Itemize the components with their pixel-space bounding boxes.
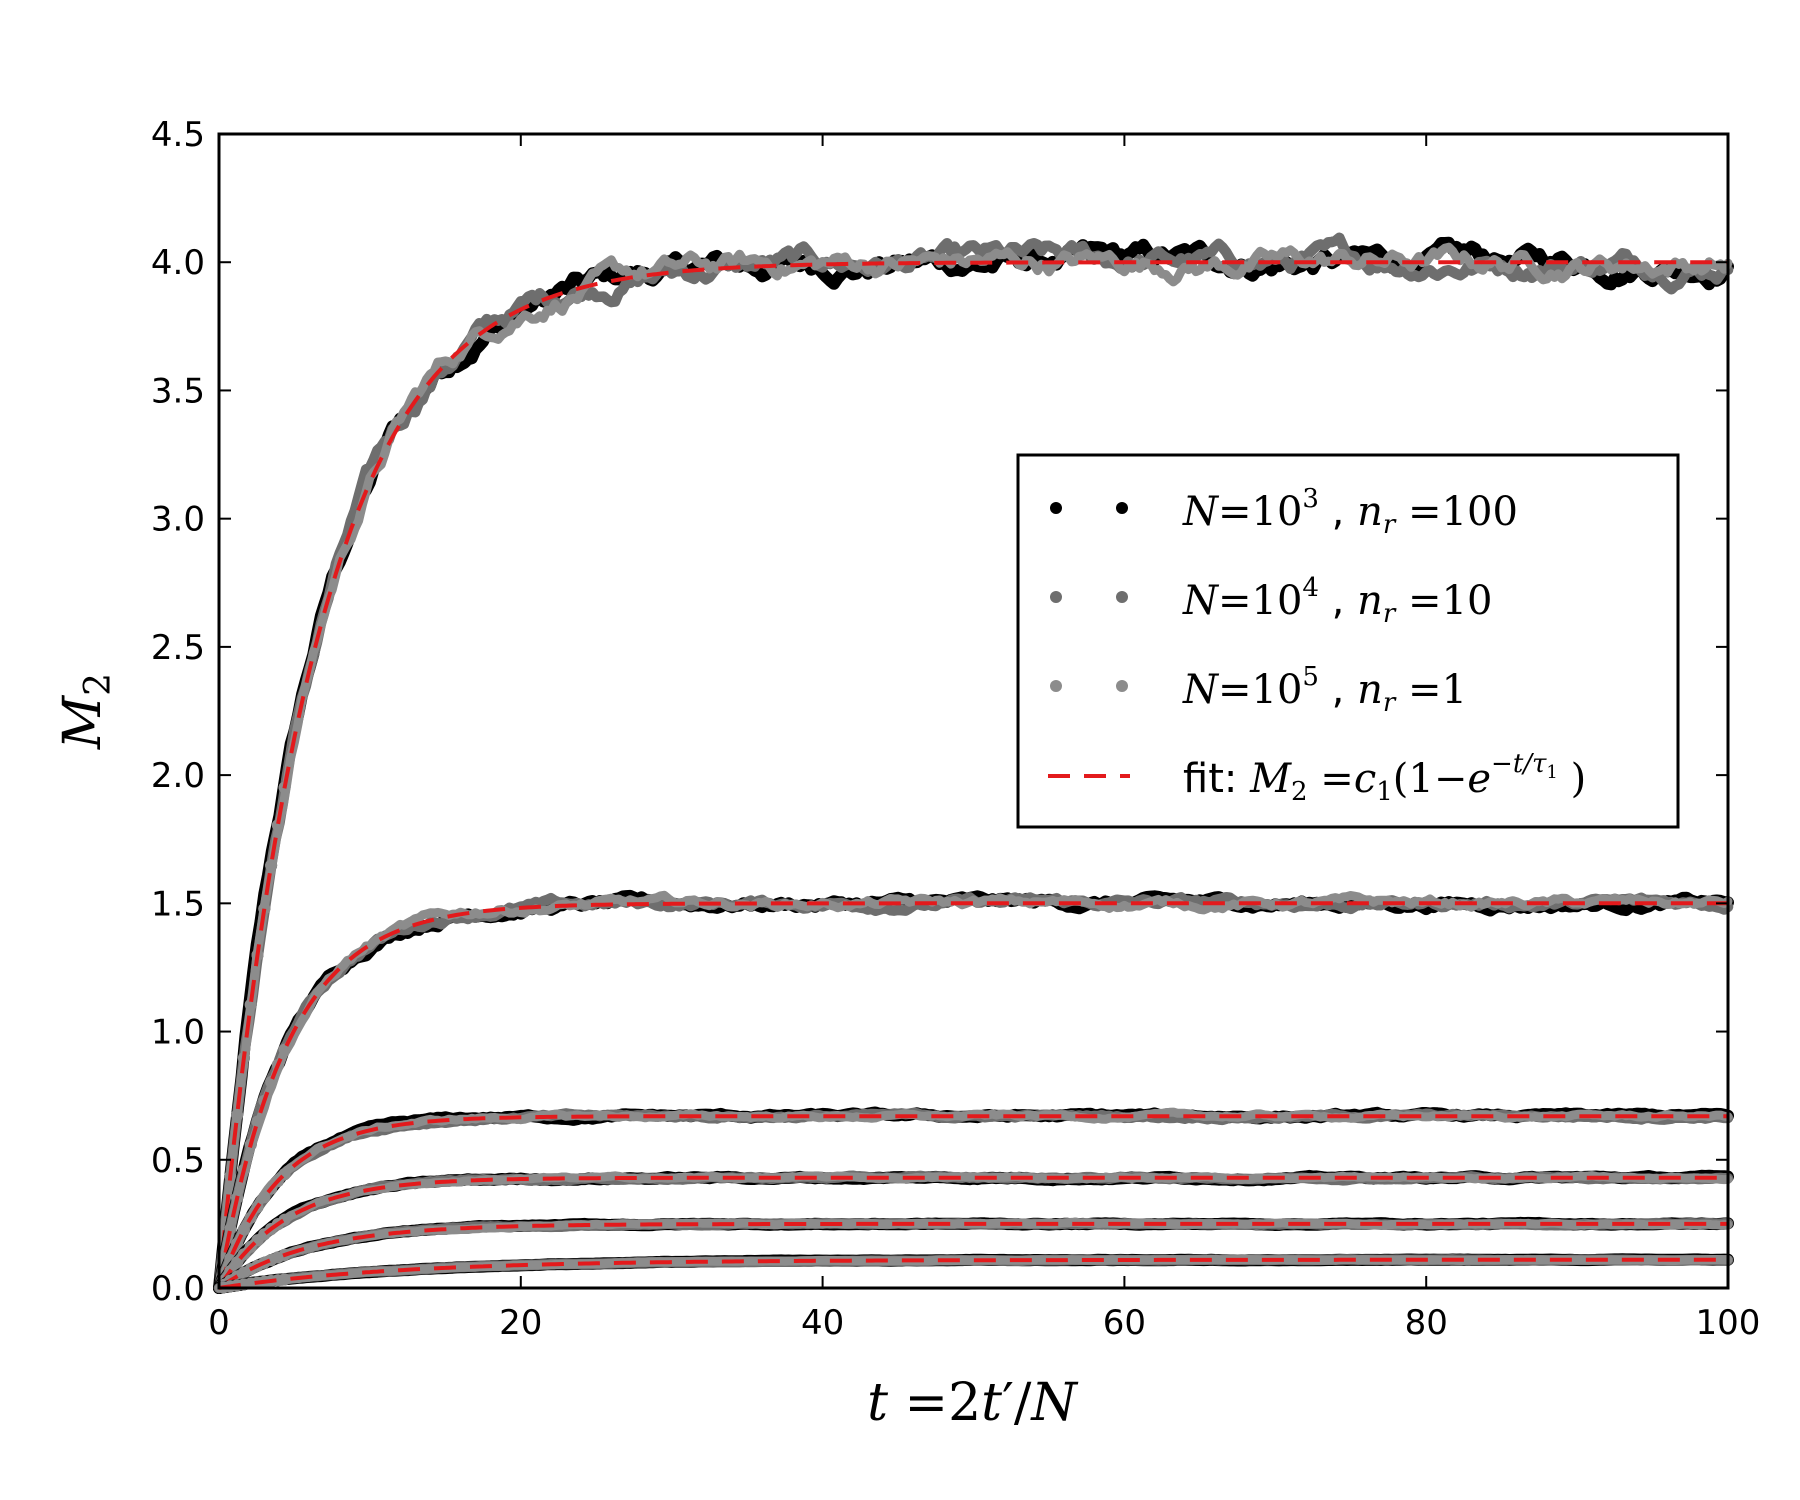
data-point-series-3 (231, 1256, 244, 1269)
legend-fit-lhs-sub: 2 (1291, 777, 1308, 807)
y-label-M: M (53, 694, 113, 750)
data-point-series-3 (278, 1273, 291, 1286)
fit-curve-6 (218, 1257, 1728, 1290)
legend-n2-eq2: = (1395, 578, 1441, 624)
legend-n2-eq: = (1218, 578, 1252, 624)
legend-n3-sep: , (1319, 667, 1357, 713)
data-series-3-curve-1 (214, 242, 1733, 1293)
x-tick-label: 80 (1405, 1303, 1448, 1343)
data-point-series-3 (278, 1043, 291, 1056)
x-label-N: N (1029, 1373, 1078, 1433)
legend-fit-lhs: M (1249, 756, 1292, 802)
data-point-series-3 (265, 859, 278, 872)
legend-marker-n3-b (1116, 680, 1128, 692)
y-axis-label: M2 (53, 673, 119, 750)
y-tick-label: 3.5 (151, 371, 205, 411)
legend-n3-var: n (1357, 667, 1383, 713)
legend-box (1016, 453, 1680, 829)
legend-fit-close: ) (1558, 756, 1586, 802)
legend-fit-exp: −t/τ (1491, 749, 1547, 779)
y-tick-label: 4.0 (151, 243, 205, 283)
data-point-series-3 (244, 998, 257, 1011)
legend-n1-exp: 3 (1302, 484, 1319, 514)
data-point-series-3 (224, 1222, 237, 1235)
x-axis-label: t =2t′/N (867, 1373, 1078, 1433)
data-series-3-curve-4 (214, 1171, 1733, 1293)
x-tick-label: 100 (1696, 1303, 1761, 1343)
y-tick-label: 4.5 (151, 115, 205, 155)
legend-fit-eq: = (1308, 756, 1354, 802)
legend-fit-prefix: fit: (1183, 756, 1250, 802)
x-tick-label: 40 (801, 1303, 844, 1343)
legend-label-n2: N=104 , nr =10 (1182, 573, 1492, 629)
data-point-series-3 (251, 1115, 264, 1128)
legend-fit-open: (1− (1393, 756, 1468, 802)
fit-curve-5 (217, 1221, 1728, 1290)
legend-n1-sep: , (1319, 489, 1357, 535)
legend-marker-n1-b (1116, 502, 1128, 514)
data-point-series-3 (271, 819, 284, 832)
legend-fit-c: c (1354, 756, 1376, 802)
legend-n2-base: 10 (1252, 578, 1303, 624)
x-tick-label: 20 (499, 1303, 542, 1343)
legend-n2-var: n (1357, 578, 1383, 624)
fit-curve-2 (217, 901, 1728, 1289)
legend-label-n1: N=103 , nr =100 (1182, 484, 1518, 540)
data-point-series-3 (258, 1191, 271, 1204)
legend-n2-val: 10 (1442, 578, 1493, 624)
legend-label-n3: N=105 , nr =1 (1182, 662, 1467, 718)
legend-n3-eq2: = (1395, 667, 1441, 713)
legend-marker-n2-a (1050, 591, 1062, 603)
legend-marker-n1-a (1050, 502, 1062, 514)
legend: N=103 , nr =100 N=104 , nr =10 N=105 , n… (1016, 453, 1680, 829)
legend-n2-pre: N (1182, 578, 1220, 624)
legend-n1-eq2: = (1395, 489, 1441, 535)
legend-label-fit: fit: M2 =c1(1−e−t/τ1 ) (1183, 749, 1586, 807)
x-label-prime: ′ (1002, 1373, 1014, 1433)
x-tick-label: 0 (208, 1303, 230, 1343)
y-tick-label: 1.5 (151, 884, 205, 924)
fit-curve-3 (217, 1114, 1728, 1289)
legend-n2-sep: , (1319, 578, 1357, 624)
legend-n2-exp: 4 (1302, 573, 1319, 603)
legend-n3-pre: N (1182, 667, 1220, 713)
legend-n1-val: 100 (1442, 489, 1518, 535)
legend-n1-pre: N (1182, 489, 1220, 535)
ticks-layer: 0 20 40 60 80 100 0.0 0.5 1.0 1.5 2.0 2.5 3.0 3.5 4.0 4… (151, 115, 1761, 1343)
legend-n1-var: n (1357, 489, 1383, 535)
legend-n2-sub: r (1383, 599, 1397, 629)
legend-n1-sub: r (1383, 510, 1397, 540)
x-label-t: t (867, 1373, 888, 1433)
legend-fit-e: e (1467, 756, 1491, 802)
x-label-slash: / (1014, 1373, 1032, 1433)
legend-n3-eq: = (1218, 667, 1252, 713)
legend-n3-base: 10 (1252, 667, 1303, 713)
y-label-sub: 2 (78, 673, 119, 696)
legend-n3-val: 1 (1442, 667, 1467, 713)
legend-n1-base: 10 (1252, 489, 1303, 535)
legend-n1-eq: = (1218, 489, 1252, 535)
y-tick-label: 2.0 (151, 756, 205, 796)
x-label-eq: =2 (888, 1373, 981, 1433)
legend-fit-c-sub: 1 (1376, 777, 1393, 807)
y-tick-label: 0.0 (151, 1269, 205, 1309)
y-tick-label: 1.0 (151, 1013, 205, 1053)
legend-marker-n3-a (1050, 680, 1062, 692)
data-point-series-3 (237, 1223, 250, 1236)
y-tick-label: 0.5 (151, 1141, 205, 1181)
legend-n3-exp: 5 (1302, 662, 1319, 692)
y-tick-label: 2.5 (151, 628, 205, 668)
data-layer (213, 232, 1734, 1294)
data-point-series-3 (231, 1109, 244, 1122)
fit-curve-1 (217, 260, 1728, 1289)
x-label-tp: t (981, 1373, 1002, 1433)
x-tick-label: 60 (1103, 1303, 1146, 1343)
legend-n3-sub: r (1383, 688, 1397, 718)
plot-frame (217, 132, 1730, 1290)
legend-marker-n2-b (1116, 591, 1128, 603)
y-tick-label: 3.0 (151, 500, 205, 540)
legend-fit-exp-sub: 1 (1546, 762, 1557, 783)
